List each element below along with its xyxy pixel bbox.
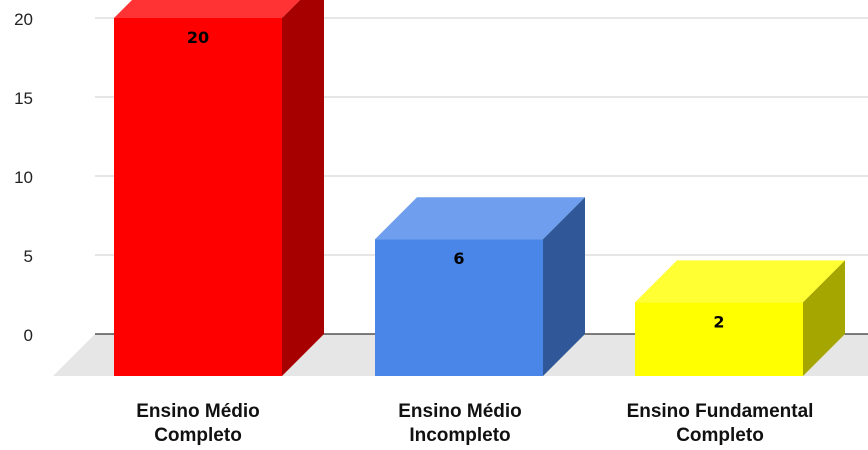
y-tick-label: 10 bbox=[14, 168, 33, 187]
bar-side-face bbox=[282, 0, 324, 376]
x-category-label: Ensino Médio Completo bbox=[136, 401, 260, 446]
bar-3 bbox=[635, 260, 845, 376]
bar-side-face bbox=[803, 260, 845, 376]
bar-top-face bbox=[114, 0, 300, 18]
x-category-label: Ensino Médio Incompleto bbox=[398, 401, 522, 446]
data-label: 6 bbox=[453, 249, 464, 268]
y-tick-label: 20 bbox=[14, 10, 33, 29]
bar-top-face bbox=[635, 260, 845, 303]
y-tick-label: 5 bbox=[24, 247, 33, 266]
bar-side-face bbox=[543, 197, 585, 376]
bars bbox=[114, 0, 845, 376]
x-category-label: Ensino Fundamental Completo bbox=[626, 401, 814, 446]
bar-front-face bbox=[635, 302, 803, 376]
y-axis-ticks: 20 15 10 5 0 bbox=[14, 10, 33, 345]
bar-1 bbox=[114, 0, 324, 376]
y-tick-label: 15 bbox=[14, 89, 33, 108]
y-tick-label: 0 bbox=[24, 326, 33, 345]
data-label: 20 bbox=[187, 28, 209, 47]
bar-front-face bbox=[114, 18, 282, 376]
bar-top-face bbox=[375, 197, 585, 240]
data-labels: 20 6 2 bbox=[187, 28, 725, 331]
bar-front-face bbox=[375, 239, 543, 376]
data-label: 2 bbox=[713, 312, 724, 331]
bar-2 bbox=[375, 197, 585, 376]
